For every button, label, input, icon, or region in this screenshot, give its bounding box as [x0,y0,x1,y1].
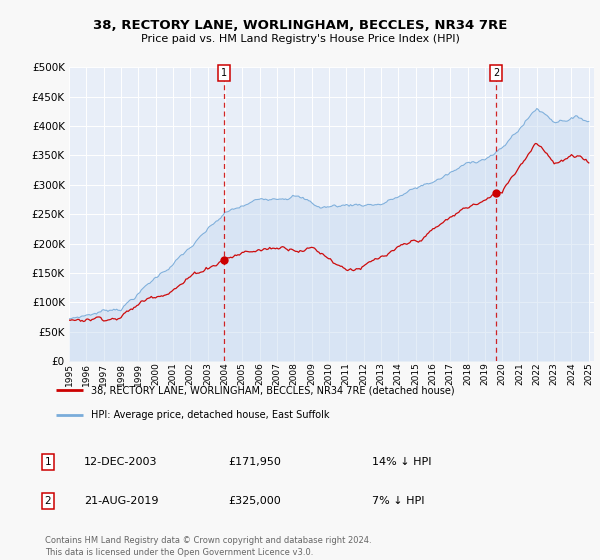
Text: 2: 2 [44,496,52,506]
Text: Price paid vs. HM Land Registry's House Price Index (HPI): Price paid vs. HM Land Registry's House … [140,34,460,44]
Text: 14% ↓ HPI: 14% ↓ HPI [372,457,431,467]
Text: 38, RECTORY LANE, WORLINGHAM, BECCLES, NR34 7RE: 38, RECTORY LANE, WORLINGHAM, BECCLES, N… [93,18,507,32]
Text: £171,950: £171,950 [228,457,281,467]
Text: 1: 1 [221,68,227,78]
Text: 21-AUG-2019: 21-AUG-2019 [84,496,158,506]
Text: 38, RECTORY LANE, WORLINGHAM, BECCLES, NR34 7RE (detached house): 38, RECTORY LANE, WORLINGHAM, BECCLES, N… [91,385,455,395]
Text: 12-DEC-2003: 12-DEC-2003 [84,457,157,467]
Text: £325,000: £325,000 [228,496,281,506]
Text: 2: 2 [493,68,499,78]
Text: 7% ↓ HPI: 7% ↓ HPI [372,496,425,506]
Text: 1: 1 [44,457,52,467]
Text: Contains HM Land Registry data © Crown copyright and database right 2024.
This d: Contains HM Land Registry data © Crown c… [45,536,371,557]
Text: HPI: Average price, detached house, East Suffolk: HPI: Average price, detached house, East… [91,410,330,420]
